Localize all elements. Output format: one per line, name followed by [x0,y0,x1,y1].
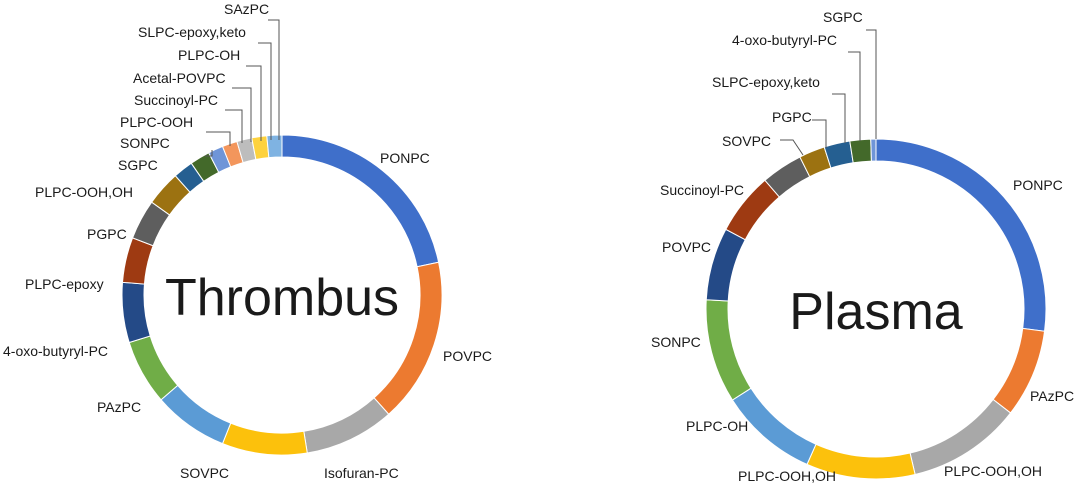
slice-sovpc [221,422,308,456]
slice-sazpc [266,134,283,159]
slice-label-4-oxo-butyryl-pc: 4-oxo-butyryl-PC [3,343,108,359]
slice-pgpc [121,237,154,285]
slice-label-sazpc: SAzPC [224,1,269,17]
slice-label-pazpc: PAzPC [97,399,141,415]
slice-povpc [705,228,746,302]
leader-line-slpc-epoxy-keto [258,42,272,140]
slice-label-plpc-ooh-oh: PLPC-OOH,OH [944,463,1042,479]
leader-line-slpc-epoxy-keto [832,93,846,143]
slice-label-sonpc: SONPC [120,135,170,151]
slice-label-plpc-epoxy: PLPC-epoxy [25,276,104,292]
slice-4-oxo-butyryl-pc [128,335,179,401]
slice-label-pgpc: PGPC [87,226,127,242]
slice-label-sovpc: SOVPC [722,133,771,149]
slice-label-sovpc: SOVPC [180,465,229,481]
leader-line-sgpc [866,29,877,139]
leader-line-pgpc [812,119,827,148]
slice-label-plpc-oh: PLPC-OH [178,47,240,63]
slice-plpc-epoxy [121,281,151,344]
leader-line-sonpc [205,150,213,157]
slice-label-sgpc: SGPC [823,9,863,25]
slice-label-sgpc: SGPC [118,157,158,173]
thrombus-center-label: Thrombus [165,269,399,327]
slice-label-slpc-epoxy-keto: SLPC-epoxy,keto [138,24,246,40]
slice-label-sonpc: SONPC [651,334,701,350]
leader-line-sazpc [268,19,280,140]
leader-line-sovpc [780,139,804,156]
slice-label-plpc-ooh: PLPC-OOH [120,114,193,130]
slice-label-isofuran-pc: Isofuran-PC [324,465,399,481]
slice-label-slpc-epoxy-keto: SLPC-epoxy,keto [712,74,820,90]
leader-line-plpc-oh [246,65,262,141]
leader-line-plpc-ooh [206,131,231,146]
slice-label-succinoyl-pc: Succinoyl-PC [134,92,218,108]
leader-line-4-oxo-butyryl-pc [848,51,861,141]
slice-label-pgpc: PGPC [772,109,812,125]
plasma-donut-chart: PONPC PAzPC PLPC-OOH,OH PLPC-OOH,OH PLPC-OH S… [651,9,1074,484]
slice-sonpc [705,299,752,401]
slice-label-acetal-povpc: Acetal-POVPC [133,70,226,86]
slice-label-plpc-ooh-oh: PLPC-OOH,OH [738,468,836,484]
slice-pazpc [160,384,232,445]
plasma-center-label: Plasma [789,283,962,341]
slice-label-plpc-oh: PLPC-OH [686,418,748,434]
thrombus-donut-chart: PONPC POVPC Isofuran-PC SOVPC PAzPC 4-oxo-but… [3,1,492,481]
slice-sgpc [870,138,877,162]
slice-label-povpc: POVPC [662,239,711,255]
slice-label-povpc: POVPC [443,348,492,364]
slice-label-succinoyl-pc: Succinoyl-PC [660,182,744,198]
slice-label-pazpc: PAzPC [1030,388,1074,404]
leader-line-acetal-povpc [232,87,252,142]
slice-label-ponpc: PONPC [380,150,430,166]
slice-isofuran-pc [303,397,390,454]
slice-label-ponpc: PONPC [1013,177,1063,193]
slice-4-oxo-butyryl-pc [849,138,872,164]
leader-line-succinoyl-pc [225,109,243,143]
slice-label-4-oxo-butyryl-pc: 4-oxo-butyryl-PC [732,32,837,48]
slice-label-plpc-ooh-oh: PLPC-OOH,OH [35,184,133,200]
